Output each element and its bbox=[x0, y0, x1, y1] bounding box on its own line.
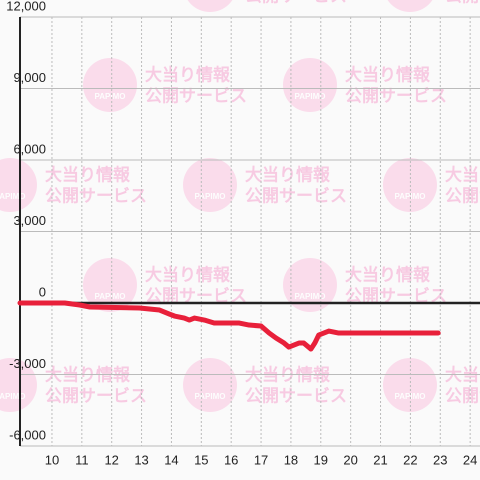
x-tick-label: 11 bbox=[75, 452, 89, 467]
data-line bbox=[17, 300, 441, 352]
watermark-logo: PAPIMO bbox=[295, 92, 326, 101]
x-tick-label: 20 bbox=[343, 452, 357, 467]
y-tick-label: 9,000 bbox=[13, 70, 46, 85]
watermark-circle bbox=[187, 0, 233, 12]
watermark-logo: PAPIMO bbox=[195, 0, 226, 1]
x-tick-label: 18 bbox=[284, 452, 298, 467]
watermark-logo: PAPIMO bbox=[395, 0, 426, 1]
watermark-line2: 公開サービス bbox=[345, 86, 447, 105]
watermark-line2: 公開サービス bbox=[245, 186, 347, 205]
watermark-circle bbox=[183, 358, 237, 412]
watermark-line2: 公開サービス bbox=[45, 186, 147, 205]
watermark-logo: PAPIMO bbox=[0, 392, 25, 401]
watermark-logo: PAPIMO bbox=[195, 392, 226, 401]
watermark-line2: 公開サービス bbox=[345, 286, 447, 305]
x-tick-label: 23 bbox=[433, 452, 447, 467]
watermark-line2: 公開サービス bbox=[445, 186, 480, 205]
watermark-logo: PAPIMO bbox=[95, 292, 126, 301]
x-tick-label: 13 bbox=[134, 452, 148, 467]
watermark-line2: 公開サービス bbox=[445, 386, 480, 405]
plot bbox=[17, 17, 480, 446]
x-tick-label: 24 bbox=[463, 452, 477, 467]
watermark-logo: PAPIMO bbox=[95, 92, 126, 101]
watermark-line1: 大当り情報 bbox=[345, 64, 431, 84]
watermark-line1: 大当り情報 bbox=[445, 164, 480, 184]
x-tick-label: 16 bbox=[224, 452, 238, 467]
watermark-line2: 公開サービス bbox=[445, 0, 480, 5]
watermark-circle bbox=[83, 258, 137, 312]
watermark-line2: 公開サービス bbox=[245, 386, 347, 405]
watermark-circle bbox=[0, 158, 37, 212]
watermark-line1: 大当り情報 bbox=[145, 264, 231, 284]
watermark-logo: PAPIMO bbox=[295, 292, 326, 301]
x-tick-label: 10 bbox=[45, 452, 59, 467]
y-tick-label: -6,000 bbox=[9, 427, 46, 442]
watermark-circle bbox=[183, 158, 237, 212]
watermark-line1: 大当り情報 bbox=[45, 164, 131, 184]
watermark-circle bbox=[0, 358, 37, 412]
y-tick-label: 6,000 bbox=[13, 141, 46, 156]
watermark-logo: PAPIMO bbox=[395, 392, 426, 401]
watermark-line1: 大当り情報 bbox=[145, 64, 231, 84]
watermark-logo: PAPIMO bbox=[195, 192, 226, 201]
grid: 10 11 12 13 14 15 16 17 18 19 20 21 22 23 24 -6,000 -3,0… bbox=[6, 0, 480, 467]
watermark-line2: 公開サービス bbox=[145, 286, 247, 305]
watermark-circle bbox=[83, 58, 137, 112]
x-tick-label: 14 bbox=[164, 452, 178, 467]
watermark-line2: 公開サービス bbox=[145, 86, 247, 105]
watermark-logo: PAPIMO bbox=[395, 192, 426, 201]
watermark-line1: 大当り情報 bbox=[345, 264, 431, 284]
watermark-circle bbox=[387, 0, 433, 12]
watermark-circle bbox=[283, 258, 337, 312]
x-tick-label: 15 bbox=[194, 452, 208, 467]
y-tick-label: 12,000 bbox=[6, 0, 46, 13]
watermark-line1: 大当り情報 bbox=[245, 164, 331, 184]
x-tick-label: 17 bbox=[254, 452, 268, 467]
x-tick-label: 19 bbox=[314, 452, 328, 467]
watermark-logo: PAPIMO bbox=[0, 192, 25, 201]
y-tick-label: -3,000 bbox=[9, 356, 46, 371]
x-tick-label: 12 bbox=[104, 452, 118, 467]
watermark-circle bbox=[283, 58, 337, 112]
x-tick-label: 21 bbox=[373, 452, 387, 467]
watermark-line2: 公開サービス bbox=[245, 0, 347, 5]
x-tick-label: 22 bbox=[403, 452, 417, 467]
watermark-line2: 公開サービス bbox=[45, 386, 147, 405]
y-tick-label: 3,000 bbox=[13, 213, 46, 228]
y-tick-label: 0 bbox=[39, 284, 46, 299]
